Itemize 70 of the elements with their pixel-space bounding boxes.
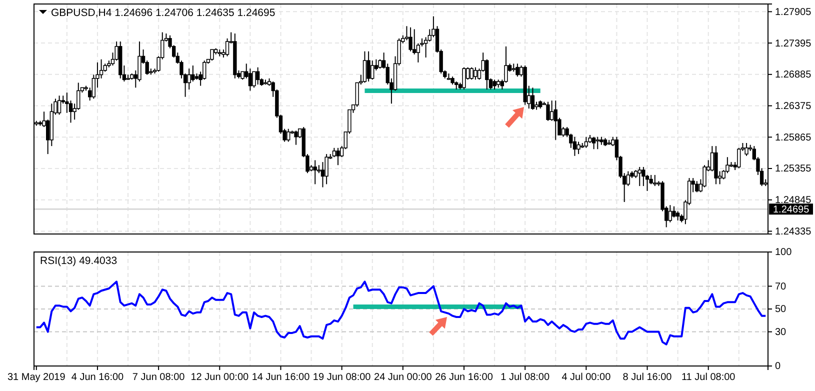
ref-line-label: 1.24695: [773, 204, 810, 216]
x-tick-label: 26 Jun 16:00: [435, 372, 494, 384]
x-tick-label: 12 Jun 00:00: [190, 372, 249, 384]
candlestick: [252, 71, 256, 88]
candlestick: [695, 180, 699, 193]
y-tick-label: 1.24335: [775, 226, 812, 238]
y-tick-label: 1.27395: [775, 38, 812, 50]
x-tick-label: 31 May 2019: [7, 372, 66, 384]
chart-title: RSI(13) 49.4033: [40, 255, 118, 267]
candlestick: [596, 136, 600, 150]
x-tick-label: 14 Jun 16:00: [252, 372, 310, 384]
candlestick: [737, 147, 741, 169]
y-tick-label: 1.26375: [775, 100, 812, 112]
y-tick-label: 30: [775, 327, 787, 338]
x-tick-label: 24 Jun 00:00: [374, 372, 432, 384]
candlestick: [546, 101, 550, 122]
candlestick: [294, 130, 298, 146]
candlestick: [592, 136, 596, 150]
y-tick-label: 1.25865: [775, 132, 812, 144]
x-tick-label: 7 Jun 08:00: [132, 372, 186, 384]
line-series: [35, 280, 767, 346]
candlestick: [191, 64, 195, 82]
candlestick: [672, 206, 676, 218]
candlestick: [366, 50, 370, 82]
candlestick: [638, 166, 642, 187]
candlestick: [336, 147, 340, 166]
x-tick-label: 4 Jul 00:00: [562, 372, 612, 384]
candlestick: [57, 95, 62, 116]
candlestick: [470, 66, 474, 80]
candlestick: [256, 66, 260, 86]
candlestick: [313, 160, 317, 185]
candlestick: [744, 142, 748, 156]
candlestick: [408, 26, 412, 52]
y-tick-label: 50: [775, 304, 787, 316]
candlestick: [492, 79, 496, 90]
y-tick-label: 1.26885: [775, 70, 812, 81]
y-tick-label: 0: [775, 361, 781, 372]
x-tick-label: 8 Jul 16:00: [622, 372, 672, 384]
candlestick: [653, 174, 657, 187]
candlestick: [516, 63, 520, 78]
x-tick-label: 11 Jul 08:00: [681, 372, 736, 384]
x-tick-label: 4 Jun 16:00: [71, 372, 124, 384]
candlestick: [210, 49, 214, 62]
candlestick: [584, 136, 588, 148]
y-tick-label: 1.27905: [775, 6, 812, 18]
x-tick-label: 19 Jun 08:00: [312, 372, 372, 384]
candlestick: [332, 147, 336, 158]
candlestick: [668, 204, 672, 223]
candlestick: [324, 154, 328, 185]
candlestick: [286, 128, 290, 142]
candlestick: [550, 100, 554, 122]
chart-title: GBPUSD,H4 1.24696 1.24706 1.24635 1.24695: [51, 7, 276, 19]
candlestick: [412, 28, 416, 55]
candlestick: [572, 136, 577, 156]
candlestick: [474, 66, 478, 80]
candlestick: [187, 68, 191, 90]
candlestick: [370, 60, 374, 80]
candlestick: [676, 210, 680, 221]
y-tick-label: 70: [775, 281, 787, 292]
x-tick-label: 1 Jul 08:00: [500, 372, 550, 384]
candlestick: [576, 141, 580, 155]
candlestick: [642, 166, 646, 187]
candlestick: [462, 66, 466, 90]
candlestick: [554, 100, 558, 140]
y-tick-label: 100: [775, 247, 792, 258]
y-tick-label: 1.24845: [775, 195, 812, 206]
candlestick: [378, 58, 382, 70]
y-tick-label: 1.25355: [775, 164, 812, 175]
candlestick: [362, 50, 367, 84]
candlestick: [530, 87, 535, 110]
